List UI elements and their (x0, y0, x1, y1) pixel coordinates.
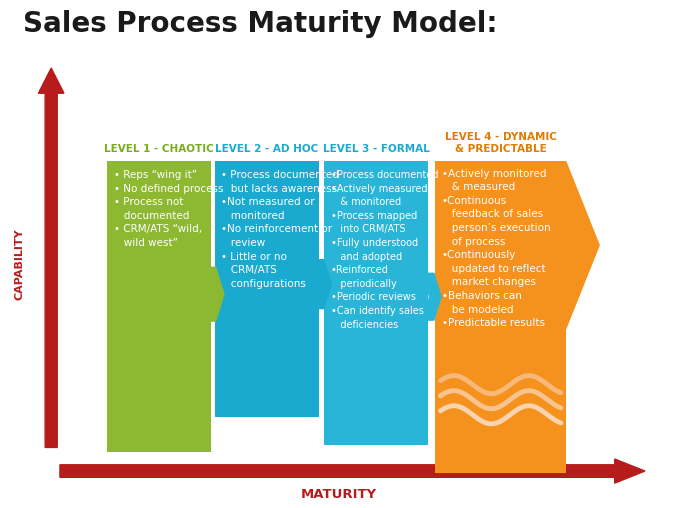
Text: LEVEL 1 - CHAOTIC: LEVEL 1 - CHAOTIC (104, 144, 214, 153)
Polygon shape (423, 273, 442, 321)
Text: Sales Process Maturity Model:: Sales Process Maturity Model: (23, 10, 498, 38)
Text: MATURITY: MATURITY (301, 488, 377, 501)
Text: LEVEL 3 - FORMAL: LEVEL 3 - FORMAL (323, 144, 430, 153)
Text: •Process documented
•Actively measured
   & monitored
•Process mapped
   into CR: •Process documented •Actively measured &… (331, 170, 439, 330)
FancyBboxPatch shape (324, 161, 428, 445)
Text: LEVEL 4 - DYNAMIC
& PREDICTABLE: LEVEL 4 - DYNAMIC & PREDICTABLE (445, 132, 557, 153)
Polygon shape (312, 259, 332, 309)
Text: • Reps “wing it”
• No defined process
• Process not
   documented
• CRM/ATS “wil: • Reps “wing it” • No defined process • … (114, 170, 223, 248)
Polygon shape (435, 161, 600, 329)
Text: •Actively monitored
   & measured
•Continuous
   feedback of sales
   person’s e: •Actively monitored & measured •Continuo… (442, 169, 551, 328)
Text: CAPABILITY: CAPABILITY (15, 228, 24, 300)
FancyBboxPatch shape (215, 161, 319, 417)
Polygon shape (203, 267, 224, 322)
FancyArrow shape (60, 459, 645, 483)
FancyBboxPatch shape (107, 161, 212, 453)
FancyArrow shape (39, 68, 64, 448)
Text: LEVEL 2 - AD HOC: LEVEL 2 - AD HOC (215, 144, 319, 153)
FancyBboxPatch shape (435, 161, 566, 472)
Text: • Process documented
   but lacks awareness
•Not measured or
   monitored
•No re: • Process documented but lacks awareness… (221, 170, 339, 289)
